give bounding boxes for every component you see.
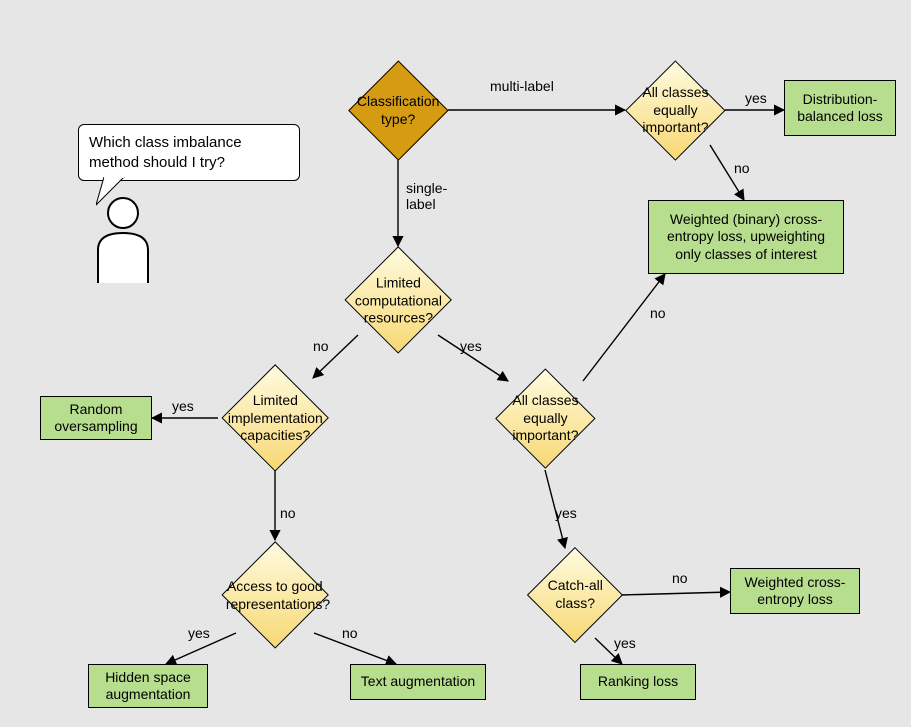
flowchart-canvas: Which class imbalance method should I tr… — [0, 0, 911, 727]
edge-label: no — [650, 305, 666, 321]
edge-label: yes — [460, 338, 482, 354]
node-limited-computational: Limited computational resources? — [344, 246, 452, 354]
edge-label: yes — [614, 635, 636, 651]
edge-label: yes — [188, 625, 210, 641]
result-text-augmentation: Text augmentation — [350, 664, 486, 700]
result-distribution-balanced: Distribution-balanced loss — [784, 80, 896, 136]
edge-label: single- label — [406, 180, 447, 212]
result-random-oversampling: Random oversampling — [40, 396, 152, 440]
node-catch-all-class: Catch-all class? — [527, 547, 623, 643]
edge-label: yes — [555, 505, 577, 521]
result-ranking-loss: Ranking loss — [580, 664, 696, 700]
node-all-classes-equal-mid: All classes equally important? — [495, 368, 595, 468]
node-classification-type: Classification type? — [348, 60, 448, 160]
person-icon — [88, 195, 158, 285]
edge-label: yes — [172, 398, 194, 414]
edge-label: yes — [745, 90, 767, 106]
result-hidden-space-aug: Hidden space augmentation — [88, 664, 208, 708]
node-all-classes-equal-top: All classes equally important? — [625, 60, 725, 160]
result-weighted-binary-ce: Weighted (binary) cross-entropy loss, up… — [648, 200, 844, 274]
edge-label: no — [734, 160, 750, 176]
edge-label: no — [280, 505, 296, 521]
node-limited-implementation: Limited implementation capacities? — [221, 364, 329, 472]
speech-bubble: Which class imbalance method should I tr… — [78, 124, 300, 181]
edges-layer — [0, 0, 911, 727]
result-weighted-ce: Weighted cross-entropy loss — [730, 568, 860, 614]
edge-label: no — [672, 570, 688, 586]
edge-label: no — [313, 338, 329, 354]
edge-label: multi-label — [490, 78, 554, 94]
node-access-representations: Access to good representations? — [221, 541, 329, 649]
edge-label: no — [342, 625, 358, 641]
